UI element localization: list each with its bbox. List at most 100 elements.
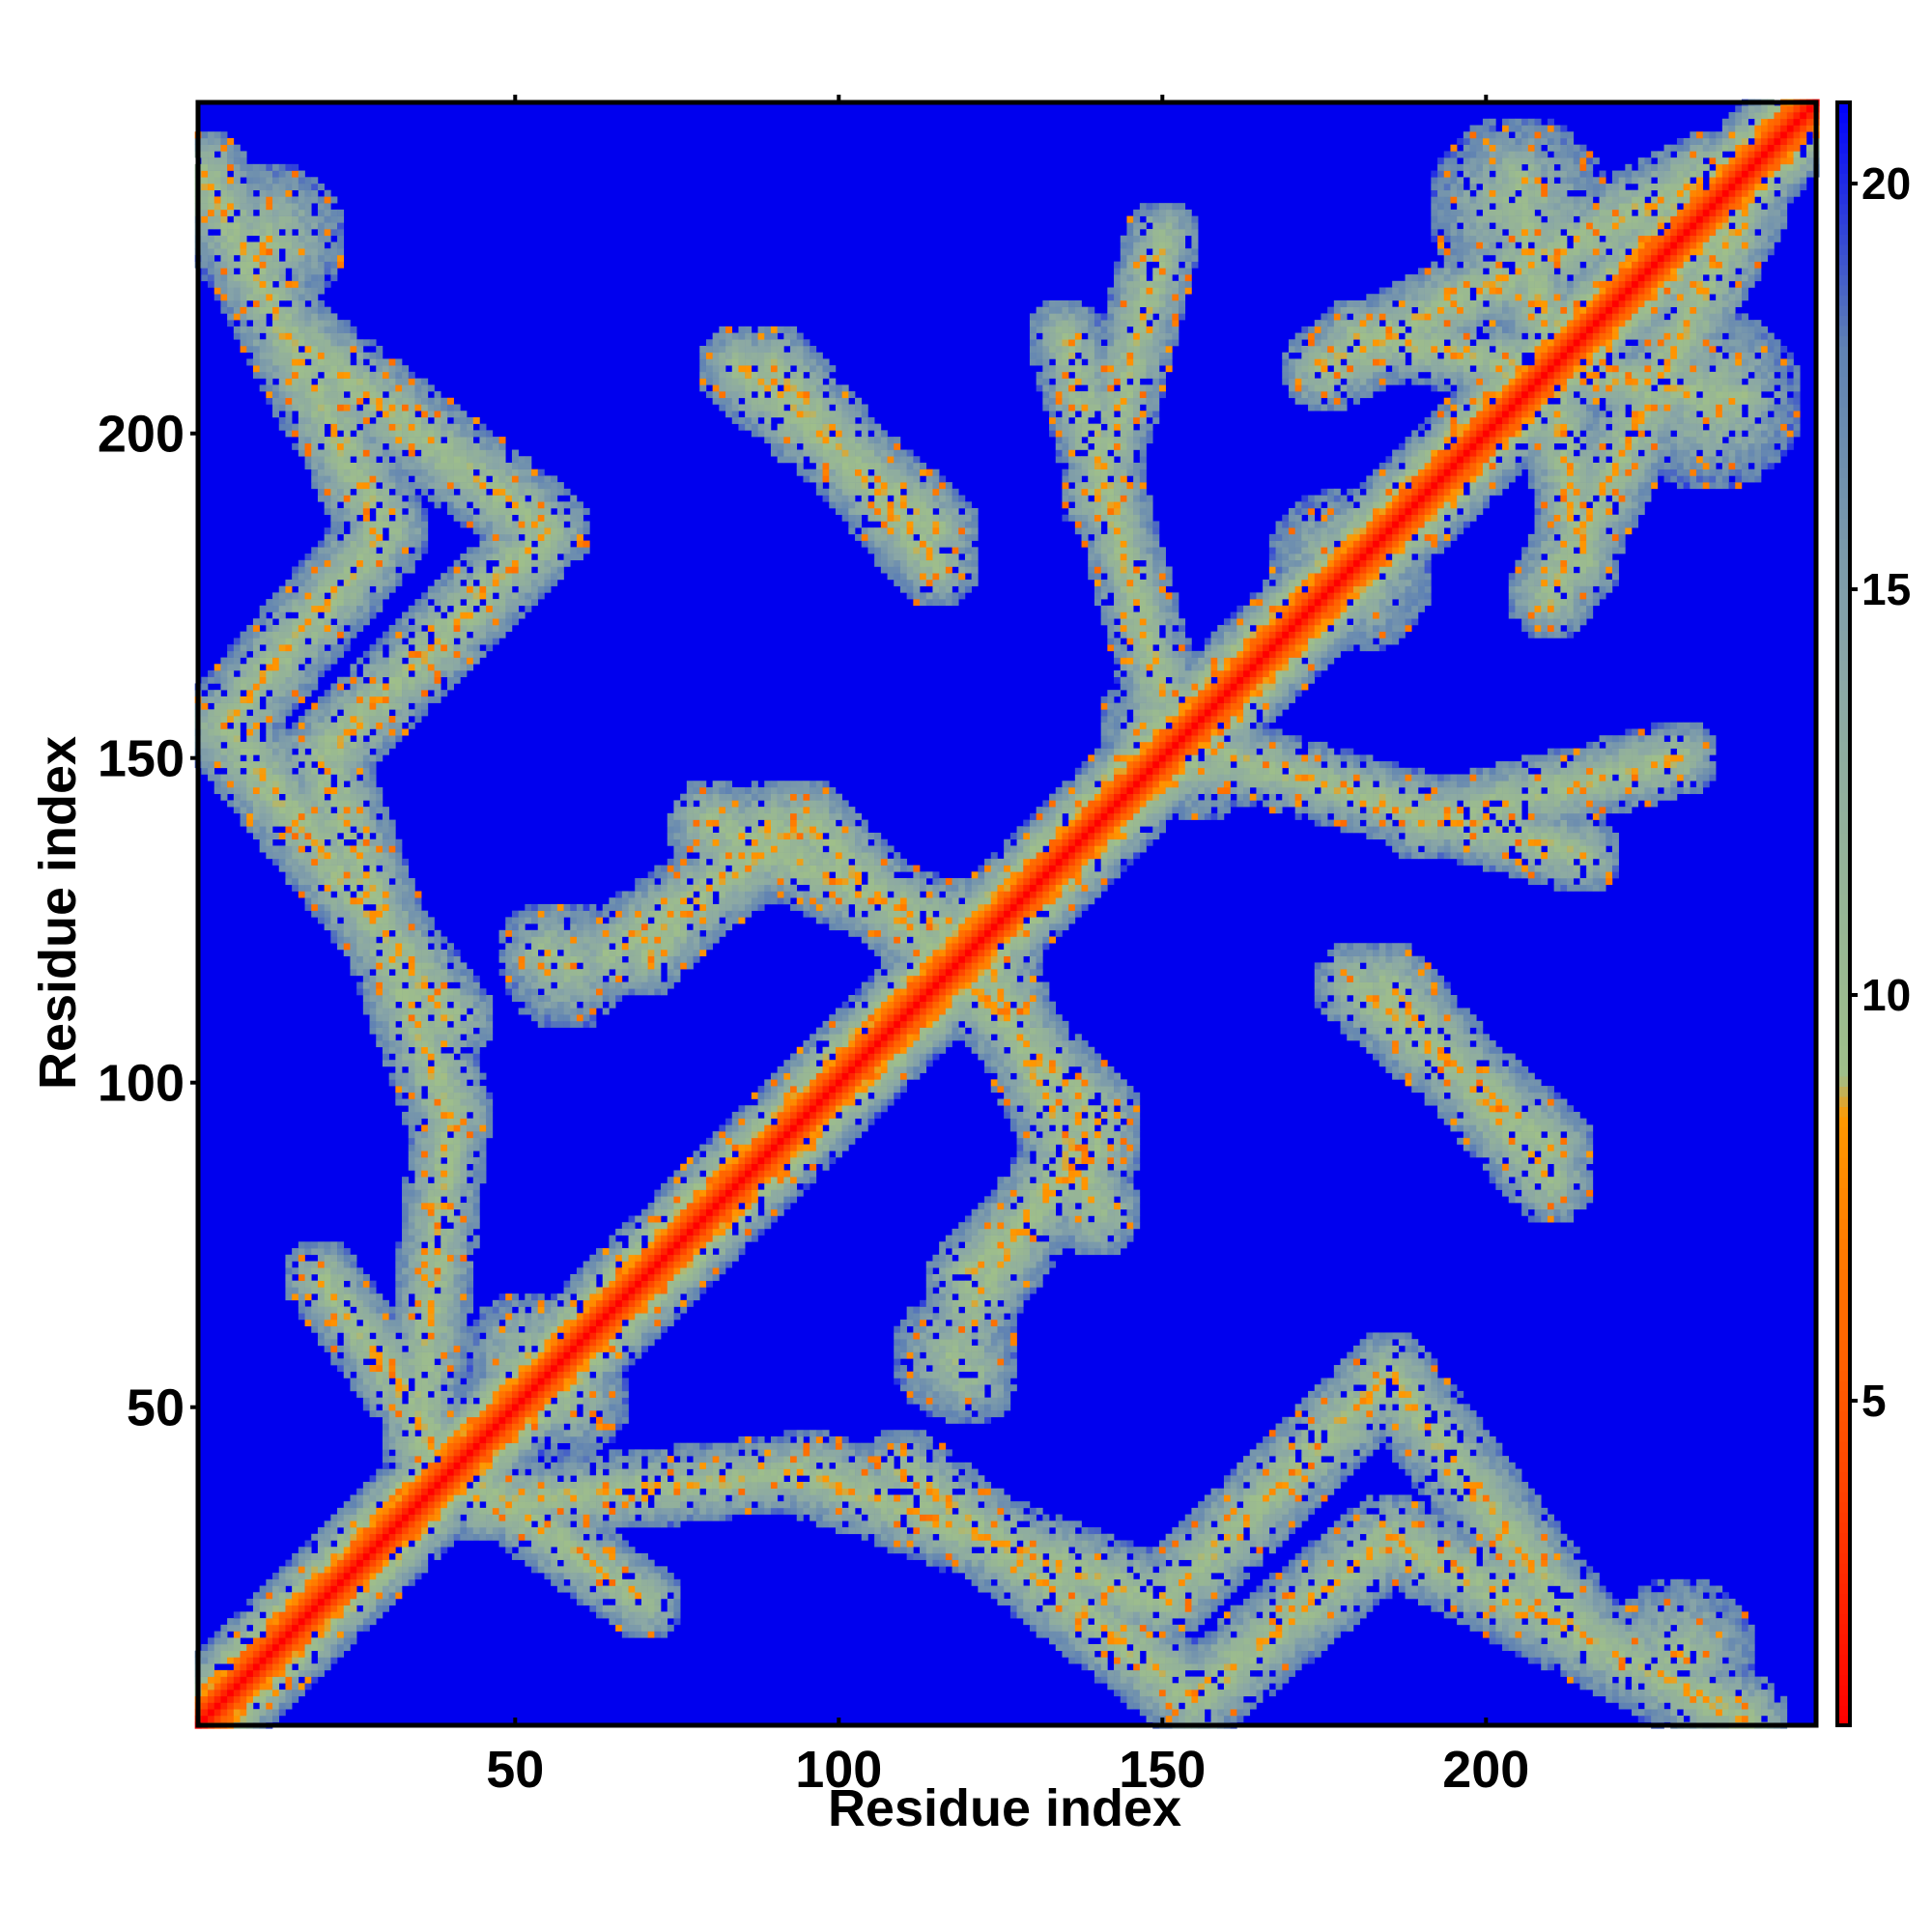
heatmap-cell xyxy=(343,592,351,600)
heatmap-cell xyxy=(304,268,312,275)
heatmap-cell xyxy=(227,690,235,697)
heatmap-cell xyxy=(460,423,468,431)
heatmap-cell xyxy=(421,1430,429,1437)
heatmap-cell xyxy=(408,416,415,424)
heatmap-cell xyxy=(362,1520,370,1528)
heatmap-cell xyxy=(421,547,429,554)
heatmap-cell xyxy=(408,1578,415,1586)
heatmap-cell xyxy=(330,1585,338,1593)
heatmap-cell xyxy=(472,501,480,509)
heatmap-cell xyxy=(427,1196,435,1204)
heatmap-cell xyxy=(285,1261,293,1268)
heatmap-cell xyxy=(446,404,454,412)
heatmap-cell xyxy=(440,1008,448,1015)
heatmap-cell xyxy=(337,462,345,469)
heatmap-cell xyxy=(446,1189,454,1197)
heatmap-cell xyxy=(227,657,235,665)
heatmap-cell xyxy=(434,475,441,483)
heatmap-cell xyxy=(421,1507,429,1515)
heatmap-cell xyxy=(453,1410,461,1418)
heatmap-cell xyxy=(266,242,273,249)
heatmap-cell xyxy=(460,1228,468,1236)
heatmap-cell xyxy=(467,1273,474,1281)
heatmap-cell xyxy=(421,1098,429,1106)
heatmap-cell xyxy=(453,1001,461,1009)
heatmap-cell xyxy=(421,1365,429,1373)
heatmap-cell xyxy=(479,1092,487,1099)
heatmap-cell xyxy=(479,1325,487,1333)
heatmap-cell xyxy=(414,1462,422,1469)
heatmap-cell xyxy=(317,761,325,769)
heatmap-cell xyxy=(201,137,209,145)
heatmap-cell xyxy=(208,1715,215,1722)
heatmap-cell xyxy=(298,676,305,684)
heatmap-cell xyxy=(311,852,319,860)
heatmap-cell xyxy=(460,501,468,509)
heatmap-cell xyxy=(330,1573,338,1580)
heatmap-cell xyxy=(395,969,403,977)
heatmap-cell xyxy=(453,1163,461,1171)
heatmap-cell xyxy=(343,346,351,354)
heatmap-cell xyxy=(479,1151,487,1158)
heatmap-cell xyxy=(343,579,351,586)
heatmap-cell xyxy=(350,1514,357,1521)
heatmap-cell xyxy=(434,449,441,457)
heatmap-cell xyxy=(467,1533,474,1541)
heatmap-cell xyxy=(453,969,461,977)
heatmap-cell xyxy=(376,722,384,729)
heatmap-cell xyxy=(408,1254,415,1262)
heatmap-cell xyxy=(414,1527,422,1535)
heatmap-cell xyxy=(330,346,338,354)
heatmap-cell xyxy=(460,1189,468,1197)
heatmap-cell xyxy=(213,131,221,139)
heatmap-cell xyxy=(467,495,474,502)
heatmap-cell xyxy=(337,554,345,561)
heatmap-cell xyxy=(350,527,357,535)
heatmap-cell xyxy=(272,1715,280,1722)
heatmap-cell xyxy=(446,1111,454,1119)
heatmap-cell xyxy=(343,676,351,684)
heatmap-cell xyxy=(266,1695,273,1703)
heatmap-cell xyxy=(414,1435,422,1443)
heatmap-cell xyxy=(324,437,331,444)
heatmap-cell xyxy=(298,1669,305,1677)
heatmap-cell xyxy=(440,1241,448,1249)
heatmap-cell xyxy=(467,1293,474,1301)
heatmap-cell xyxy=(304,709,312,717)
heatmap-cell xyxy=(460,1507,468,1515)
heatmap-cell xyxy=(233,313,241,321)
heatmap-cell xyxy=(486,644,494,652)
heatmap-cell xyxy=(479,1020,487,1028)
heatmap-cell xyxy=(453,650,461,658)
heatmap-cell xyxy=(382,411,389,418)
heatmap-cell xyxy=(414,1345,422,1352)
heatmap-cell xyxy=(362,1533,370,1541)
heatmap-cell xyxy=(446,1456,454,1463)
heatmap-cell xyxy=(402,910,410,918)
heatmap-cell xyxy=(446,1060,454,1067)
heatmap-cell xyxy=(369,891,377,898)
heatmap-cell xyxy=(311,1552,319,1560)
heatmap-cell xyxy=(201,1676,209,1684)
heatmap-cell xyxy=(266,826,273,834)
heatmap-cell xyxy=(278,754,286,762)
heatmap-cell xyxy=(421,437,429,444)
heatmap-cell xyxy=(324,533,331,541)
heatmap-cell xyxy=(317,384,325,392)
heatmap-cell xyxy=(421,631,429,639)
heatmap-cell xyxy=(414,423,422,431)
heatmap-cell xyxy=(298,819,305,827)
heatmap-cell xyxy=(434,1163,441,1171)
heatmap-cell xyxy=(304,826,312,834)
heatmap-cell xyxy=(362,962,370,970)
heatmap-cell xyxy=(434,1313,441,1321)
heatmap-cell xyxy=(479,1306,487,1314)
heatmap-cell xyxy=(414,495,422,502)
heatmap-cell xyxy=(440,638,448,645)
heatmap-cell xyxy=(395,1397,403,1405)
heatmap-cells xyxy=(194,99,1820,1729)
heatmap-cell xyxy=(324,1592,331,1600)
heatmap-cell xyxy=(285,397,293,405)
heatmap-cell xyxy=(376,1520,384,1528)
heatmap-cell xyxy=(421,670,429,678)
